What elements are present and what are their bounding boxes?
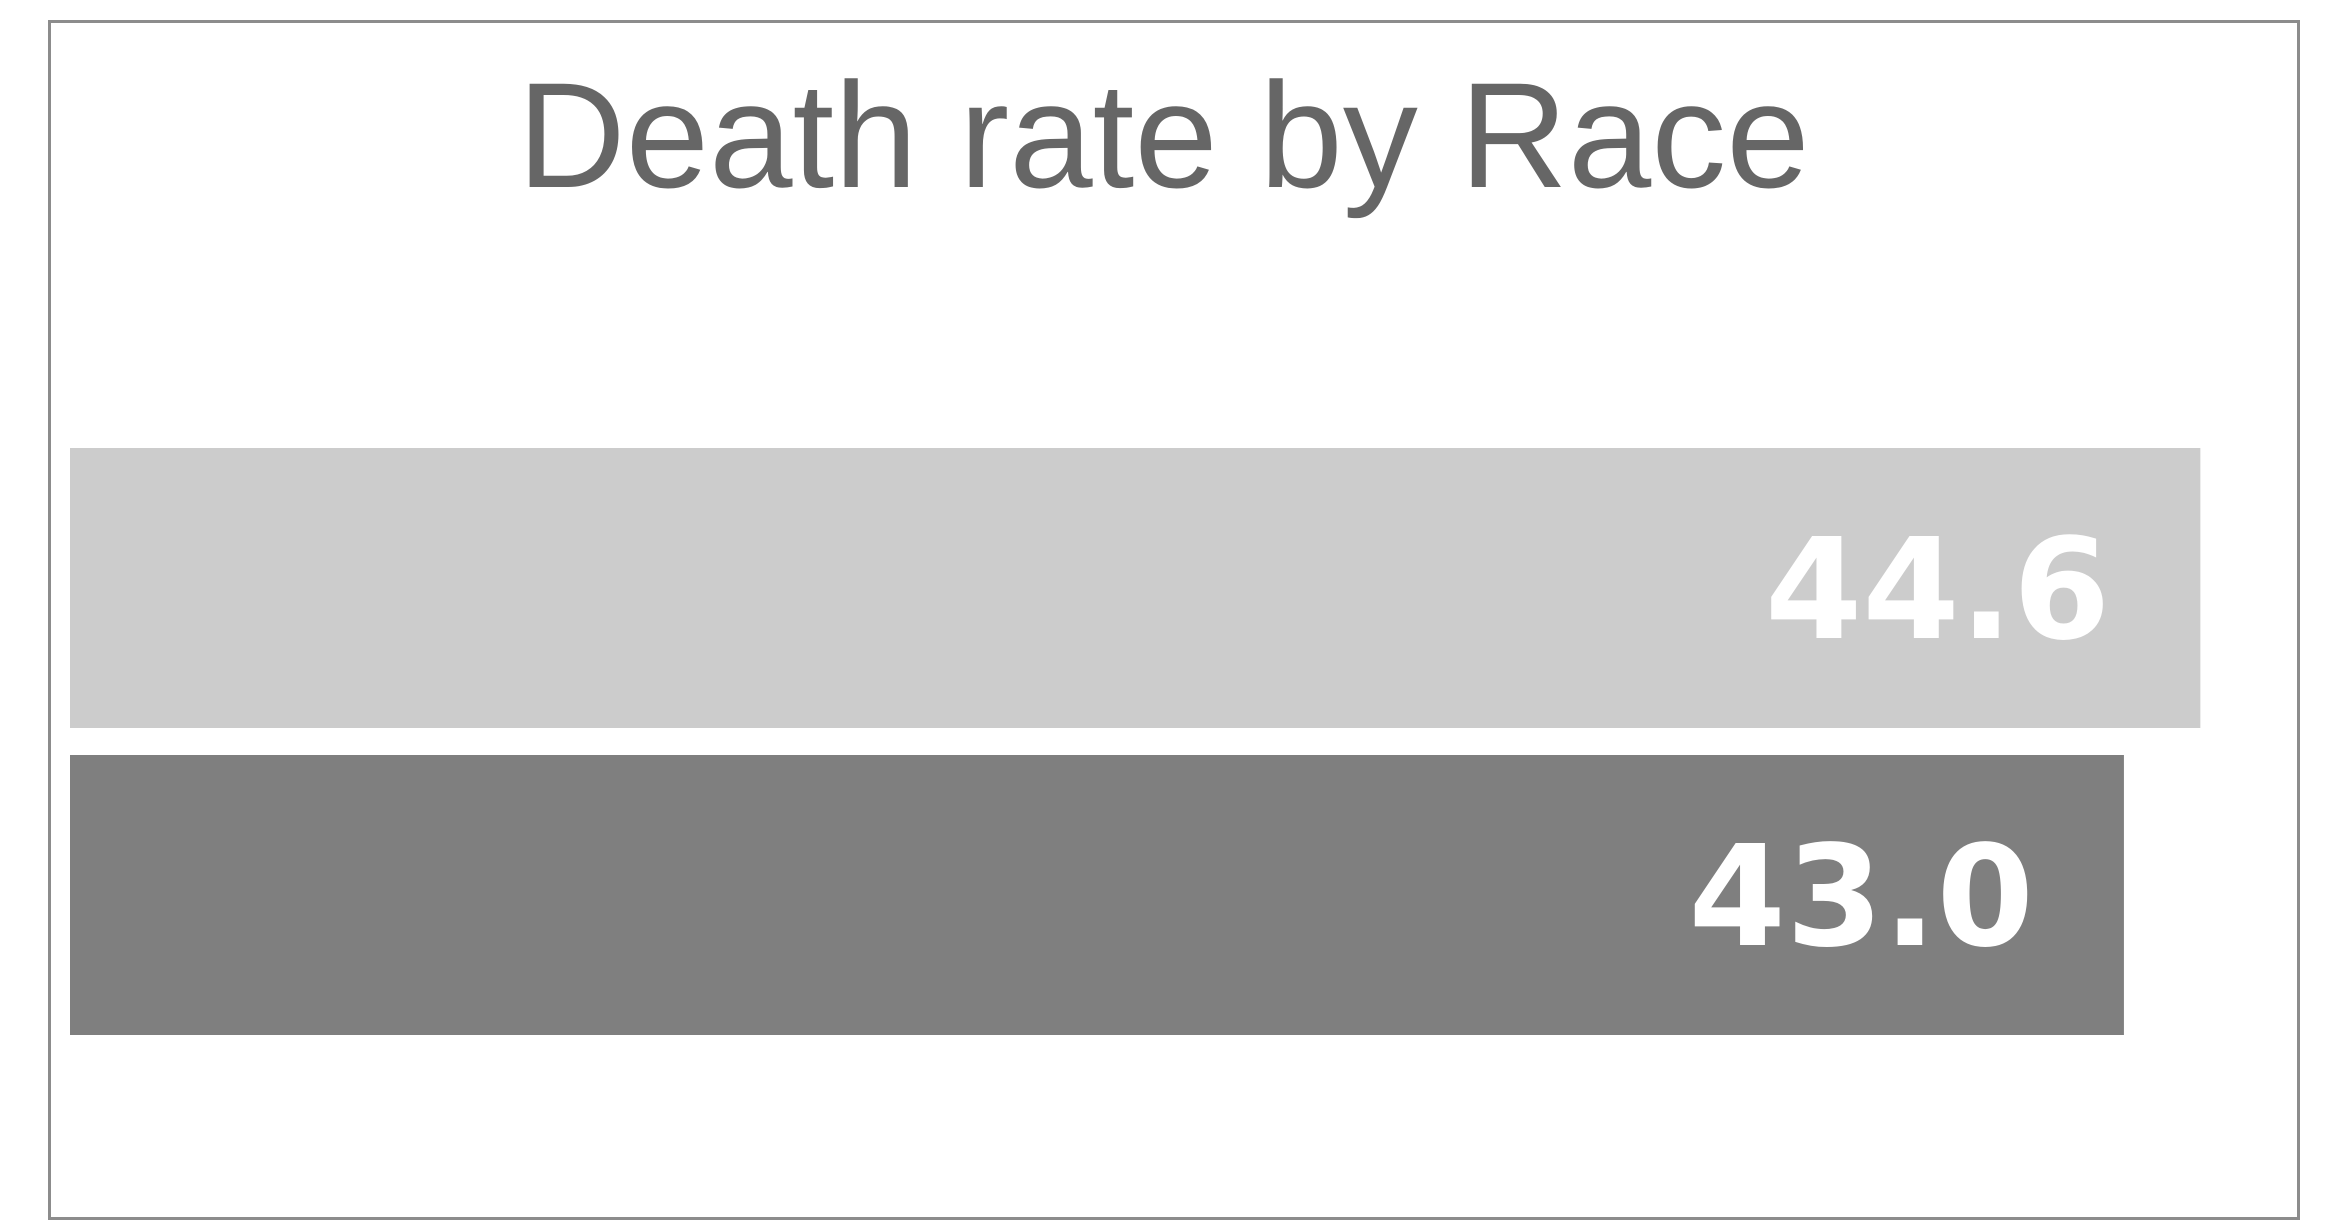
bar-2 xyxy=(70,755,2124,1035)
data-labels-layer: 44.6 43.0 xyxy=(1689,509,2111,979)
bar-2-value-label: 43.0 xyxy=(1689,816,2034,979)
chart-title: Death rate by Race xyxy=(517,51,1810,219)
bars-layer xyxy=(70,448,2201,1035)
bar-1 xyxy=(70,448,2201,728)
bar-1-value-label: 44.6 xyxy=(1765,509,2110,672)
bar-chart: 44.6 43.0 xyxy=(70,448,2201,1035)
